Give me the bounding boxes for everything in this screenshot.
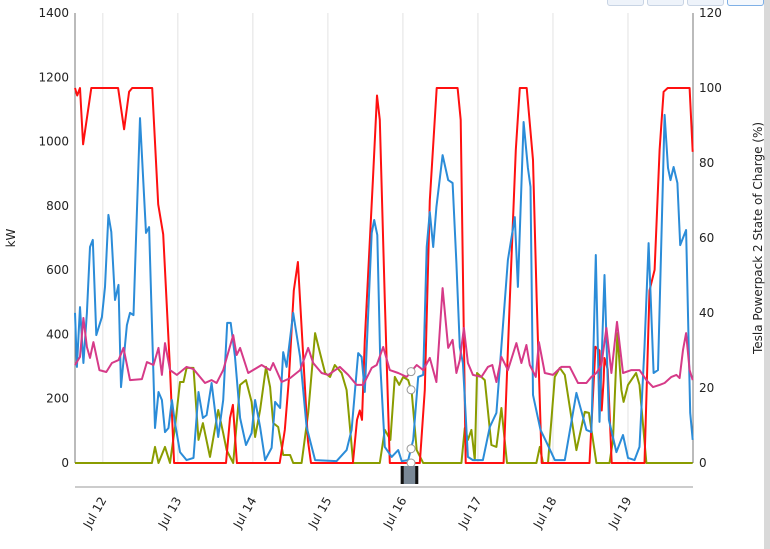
x-tick-label: Jul 15 (305, 495, 334, 532)
navigator-right-handle[interactable] (415, 466, 419, 484)
hover-marker (406, 385, 416, 395)
grid-lines (102, 13, 629, 463)
left-y-tick-label: 1000 (38, 135, 69, 149)
left-y-tick-label: 800 (46, 199, 69, 213)
left-y-tick-label: 1200 (38, 70, 69, 84)
left-axis-title: kW (4, 228, 18, 247)
x-tick-label: Jul 19 (605, 495, 634, 532)
right-y-tick-label: 40 (699, 306, 714, 320)
right-y-tick-label: 20 (699, 381, 714, 395)
left-y-tick-label: 1400 (38, 6, 69, 20)
x-tick-label: Jul 12 (80, 495, 109, 532)
x-tick-label: Jul 13 (155, 495, 184, 532)
range-button-2[interactable] (647, 0, 684, 6)
series-line-state-of-charge[interactable] (74, 87, 694, 464)
hover-marker (406, 444, 416, 454)
page-scrollbar[interactable] (764, 0, 770, 549)
x-ticks: Jul 12 Jul 13 Jul 14 Jul 15 Jul 16 Jul 17 Jul … (80, 495, 635, 532)
right-y-ticks: 0 20 40 60 80 100 120 (699, 6, 722, 470)
hover-markers (406, 367, 416, 468)
navigator-window[interactable] (400, 466, 419, 484)
series-line-series-2[interactable] (74, 113, 694, 463)
hover-marker (406, 367, 416, 377)
x-tick-label: Jul 18 (530, 495, 559, 532)
right-y-tick-label: 0 (699, 456, 707, 470)
left-y-tick-label: 0 (61, 456, 69, 470)
navigator-handle[interactable] (400, 466, 419, 484)
left-y-tick-label: 400 (46, 327, 69, 341)
range-button-3[interactable] (687, 0, 724, 6)
hover-marker (406, 458, 416, 468)
series-lines (74, 87, 694, 464)
navigator-left-handle[interactable] (400, 466, 404, 484)
range-button-4[interactable] (727, 0, 764, 6)
x-tick-label: Jul 16 (380, 495, 409, 532)
left-y-tick-label: 600 (46, 263, 69, 277)
right-axis-title: Tesla Powerpack 2 State of Charge (%) (751, 122, 765, 355)
x-tick-label: Jul 14 (230, 495, 259, 532)
right-y-tick-label: 100 (699, 81, 722, 95)
right-y-tick-label: 120 (699, 6, 722, 20)
range-button-1[interactable] (607, 0, 644, 6)
left-y-tick-label: 200 (46, 392, 69, 406)
right-y-tick-label: 60 (699, 231, 714, 245)
left-y-ticks: 0 200 400 600 800 1000 1200 1400 (38, 6, 69, 470)
series-line-series-4[interactable] (75, 332, 693, 464)
right-y-tick-label: 80 (699, 156, 714, 170)
x-tick-label: Jul 17 (455, 495, 484, 532)
